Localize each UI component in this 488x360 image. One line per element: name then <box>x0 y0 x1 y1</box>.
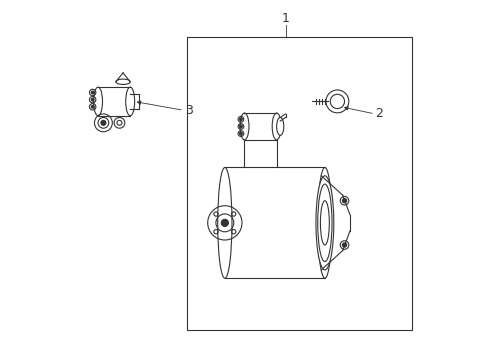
Circle shape <box>239 118 242 121</box>
Bar <box>187 37 411 330</box>
Text: 3: 3 <box>185 104 193 117</box>
Ellipse shape <box>317 167 331 278</box>
Circle shape <box>117 120 122 125</box>
Circle shape <box>329 94 344 109</box>
Circle shape <box>98 117 108 128</box>
Ellipse shape <box>240 113 248 140</box>
Circle shape <box>91 98 94 101</box>
Circle shape <box>239 132 242 135</box>
Circle shape <box>91 105 94 108</box>
Ellipse shape <box>125 87 134 116</box>
Ellipse shape <box>116 79 130 85</box>
Ellipse shape <box>217 167 231 278</box>
Text: 2: 2 <box>374 107 382 120</box>
Text: 1: 1 <box>281 12 289 24</box>
Ellipse shape <box>276 117 283 135</box>
Ellipse shape <box>272 113 281 140</box>
Circle shape <box>91 91 94 94</box>
Circle shape <box>342 243 346 247</box>
Circle shape <box>101 120 106 125</box>
Circle shape <box>239 125 242 128</box>
Circle shape <box>342 199 346 203</box>
Circle shape <box>221 219 228 226</box>
Ellipse shape <box>93 87 102 116</box>
Ellipse shape <box>315 176 333 270</box>
